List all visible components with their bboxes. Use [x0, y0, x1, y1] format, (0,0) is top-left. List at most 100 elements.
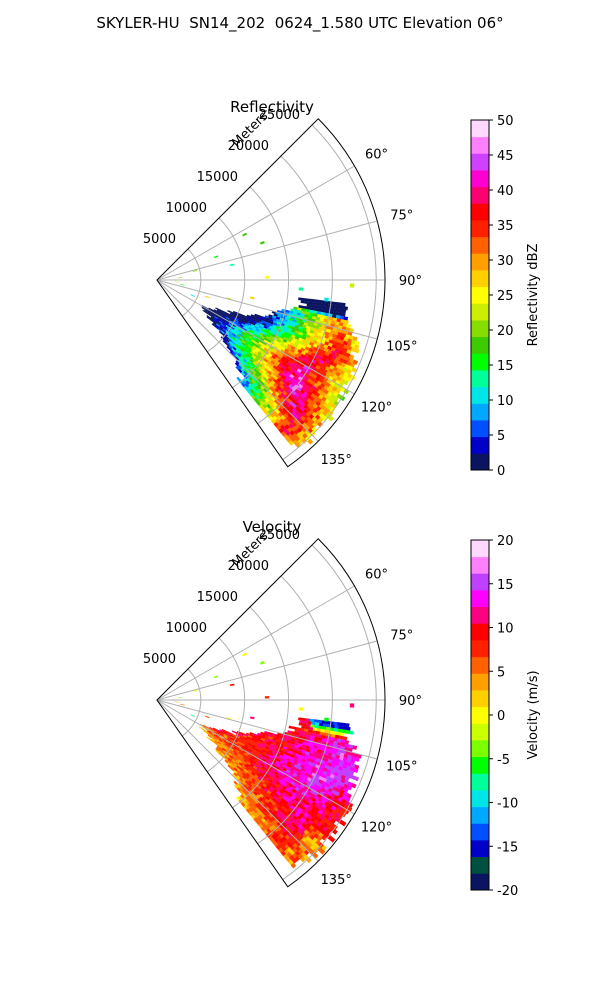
echo-gate [258, 739, 264, 743]
echo-gate [301, 350, 307, 356]
echo-gate [300, 787, 306, 793]
echo-gate [243, 788, 249, 793]
echo-gate [264, 315, 270, 319]
echo-gate [250, 768, 255, 773]
echo-gate [278, 815, 284, 821]
echo-gate [244, 319, 249, 323]
echo-gate [262, 403, 268, 409]
echo-gate [283, 321, 288, 325]
echo-gate [198, 726, 203, 730]
echo-gate [330, 733, 336, 738]
echo-gate [279, 327, 285, 332]
echo-gate [271, 751, 277, 756]
echo-gate [281, 769, 287, 775]
echo-gate [296, 727, 301, 731]
echo-gate [260, 378, 266, 383]
echo-gate [324, 373, 331, 380]
echo-gate [259, 387, 264, 393]
echo-gate [250, 349, 256, 354]
echo-gate [226, 732, 231, 736]
echo-gate [253, 770, 259, 776]
echo-gate [223, 338, 228, 343]
echo-gate [311, 363, 318, 369]
echo-gate [255, 811, 261, 817]
echo-gate [300, 856, 306, 863]
echo-gate [304, 797, 311, 803]
echo-gate [239, 754, 244, 758]
echo-gate [307, 378, 313, 384]
echo-gate [207, 311, 212, 316]
echo-gate [298, 365, 304, 371]
echo-gate [335, 305, 341, 310]
echo-gate [257, 751, 263, 756]
echo-gate [320, 787, 326, 793]
echo-gate [228, 345, 233, 350]
echo-gate [287, 350, 293, 355]
echo-gate [344, 743, 350, 748]
echo-gate [257, 397, 263, 403]
echo-gate [232, 749, 238, 754]
echo-gate [272, 415, 278, 421]
echo-gate [275, 734, 281, 738]
echo-gate [324, 754, 330, 760]
echo-gate [223, 322, 229, 326]
echo-gate [313, 328, 319, 333]
echo-gate [342, 760, 349, 766]
echo-gate [265, 319, 270, 324]
echo-gate [291, 784, 297, 790]
echo-gate [275, 797, 281, 803]
echo-gate [335, 338, 341, 343]
echo-gate [257, 371, 262, 377]
echo-gate [247, 803, 253, 808]
echo-gate [306, 374, 312, 380]
echo-gate [269, 743, 275, 748]
echo-gate [265, 823, 272, 829]
echo-gate [313, 371, 319, 377]
colorbar-segment [471, 220, 489, 238]
echo-gate [283, 344, 289, 350]
echo-gate [261, 799, 267, 805]
echo-gate [233, 741, 239, 745]
echo-gate [268, 821, 274, 827]
echo-gate [277, 806, 283, 812]
echo-gate [294, 374, 300, 379]
echo-gate [319, 382, 326, 389]
echo-gate [333, 740, 338, 746]
echo-gate [297, 757, 302, 762]
echo-gate [268, 831, 274, 837]
echo-gate [218, 745, 223, 750]
echo-gate [285, 355, 291, 360]
echo-gate [275, 743, 281, 748]
echo-gate [291, 352, 297, 357]
echo-gate [267, 396, 273, 402]
echo-gate [306, 432, 313, 439]
theta-tick-label: 75° [390, 208, 413, 223]
echo-gate [303, 803, 309, 810]
echo-gate [259, 349, 264, 354]
echo-gate [247, 748, 253, 753]
echo-gate [223, 743, 228, 747]
echo-gate [229, 734, 235, 738]
echo-gate [302, 733, 308, 738]
echo-gate [254, 323, 260, 328]
echo-gate [227, 764, 232, 769]
echo-gate [281, 827, 288, 833]
echo-gate [286, 760, 292, 766]
echo-gate [283, 741, 289, 745]
echo-gate [297, 765, 303, 771]
echo-gate [263, 337, 269, 342]
echo-gate [249, 797, 255, 803]
echo-gate [291, 819, 298, 825]
echo-gate [250, 324, 256, 328]
echo-gate [273, 837, 280, 843]
echo-gate [271, 829, 277, 835]
echo-gate [285, 757, 291, 763]
echo-gate [275, 736, 280, 740]
theta-tick-label: 90° [399, 274, 422, 289]
echo-gate [251, 796, 257, 802]
echo-gate [210, 316, 215, 320]
echo-gate [239, 355, 245, 361]
echo-gate [259, 775, 265, 781]
echo-gate [258, 772, 264, 777]
echo-gate [302, 730, 307, 735]
